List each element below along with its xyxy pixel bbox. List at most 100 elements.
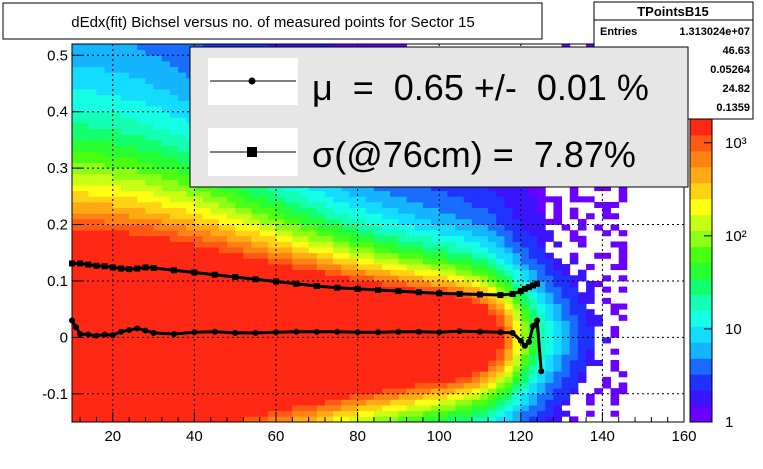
heatmap-cell: [178, 134, 187, 141]
heatmap-cell: [341, 393, 350, 400]
heatmap-cell: [267, 275, 277, 282]
heatmap-cell: [439, 247, 448, 254]
heatmap-cell: [373, 393, 383, 400]
heatmap-cell: [169, 100, 179, 107]
heatmap-cell: [104, 66, 114, 73]
heatmap-cell: [398, 258, 407, 265]
heatmap-cell: [210, 354, 220, 361]
heatmap-cell: [422, 275, 432, 282]
heatmap-cell: [153, 168, 163, 175]
heatmap-cell: [398, 337, 407, 344]
heatmap-cell: [365, 399, 375, 406]
heatmap-cell: [520, 331, 530, 338]
heatmap-cell: [602, 213, 611, 220]
heatmap-cell: [259, 213, 269, 220]
heatmap-cell: [178, 320, 187, 327]
heatmap-cell: [553, 286, 562, 293]
heatmap-cell: [194, 331, 203, 338]
heatmap-cell: [112, 371, 122, 378]
heatmap-cell: [365, 292, 375, 299]
heatmap-cell: [153, 89, 163, 96]
heatmap-cell: [504, 331, 514, 338]
heatmap-cell: [488, 354, 497, 361]
heatmap-cell: [178, 139, 187, 146]
heatmap-cell: [145, 326, 154, 333]
heatmap-cell: [235, 230, 244, 237]
heatmap-cell: [512, 264, 522, 271]
heatmap-cell: [488, 286, 497, 293]
heatmap-cell: [406, 185, 416, 192]
heatmap-cell: [169, 275, 179, 282]
heatmap-cell: [455, 218, 465, 225]
heatmap-cell: [577, 218, 587, 225]
heatmap-cell: [80, 145, 89, 152]
heatmap-cell: [276, 331, 285, 338]
data-point-circle: [252, 329, 259, 336]
heatmap-cell: [178, 230, 187, 237]
heatmap-cell: [471, 269, 481, 276]
heatmap-cell: [422, 320, 432, 327]
heatmap-cell: [422, 359, 432, 366]
heatmap-cell: [88, 151, 97, 158]
heatmap-cell: [414, 416, 424, 423]
heatmap-cell: [137, 72, 146, 79]
heatmap-cell: [545, 230, 554, 237]
heatmap-cell: [137, 213, 146, 220]
heatmap-cell: [488, 201, 497, 209]
heatmap-cell: [537, 399, 546, 406]
heatmap-cell: [72, 292, 81, 299]
heatmap-cell: [80, 77, 89, 84]
heatmap-cell: [210, 382, 220, 389]
heatmap-cell: [153, 83, 163, 90]
heatmap-cell: [104, 196, 114, 203]
heatmap-cell: [308, 258, 318, 265]
heatmap-cell: [398, 207, 407, 214]
heatmap-cell: [202, 416, 212, 423]
heatmap-cell: [202, 247, 212, 254]
heatmap-cell: [276, 269, 285, 276]
heatmap-cell: [594, 224, 603, 231]
data-point-square: [521, 285, 528, 292]
heatmap-cell: [610, 388, 620, 395]
heatmap-cell: [112, 376, 122, 383]
heatmap-cell: [80, 201, 89, 209]
heatmap-cell: [80, 134, 89, 141]
heatmap-cell: [471, 331, 481, 338]
heatmap-cell: [104, 145, 114, 152]
heatmap-cell: [300, 247, 310, 254]
heatmap-cell: [88, 230, 97, 237]
heatmap-cell: [169, 185, 179, 192]
heatmap-cell: [292, 297, 301, 304]
heatmap-cell: [569, 382, 579, 389]
heatmap-cell: [431, 213, 440, 220]
heatmap-cell: [504, 348, 514, 355]
heatmap-cell: [480, 213, 489, 220]
heatmap-cell: [96, 280, 106, 287]
data-point-square: [456, 290, 463, 297]
heatmap-cell: [243, 320, 252, 327]
heatmap-cell: [382, 405, 391, 412]
heatmap-cell: [120, 72, 130, 79]
heatmap-cell: [553, 320, 562, 327]
heatmap-cell: [218, 382, 228, 389]
heatmap-cell: [243, 309, 252, 316]
heatmap-cell: [292, 314, 301, 321]
heatmap-cell: [365, 365, 375, 372]
heatmap-cell: [324, 286, 334, 293]
heatmap-cell: [227, 314, 236, 321]
heatmap-cell: [512, 213, 522, 220]
y-tick-label: 0.5: [47, 47, 68, 64]
heatmap-cell: [153, 258, 163, 265]
heatmap-cell: [455, 190, 465, 197]
heatmap-cell: [137, 83, 146, 90]
legend-box: μ = 0.65 +/- 0.01 % σ(@76cm) = 7.87%: [189, 46, 689, 188]
data-point-square: [85, 261, 92, 268]
heatmap-cell: [169, 94, 179, 101]
data-point-square: [150, 264, 157, 271]
heatmap-cell: [129, 241, 138, 248]
heatmap-cell: [398, 264, 407, 271]
heatmap-cell: [218, 213, 228, 220]
heatmap-cell: [569, 376, 579, 383]
heatmap-cell: [169, 343, 179, 350]
heatmap-cell: [227, 343, 236, 350]
